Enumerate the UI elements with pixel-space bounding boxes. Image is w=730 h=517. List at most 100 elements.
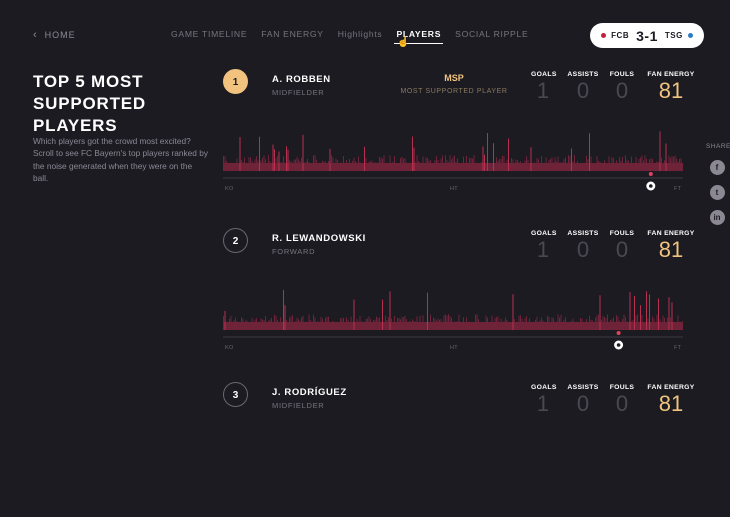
waveform-bar [599,161,601,171]
waveform-bar [460,164,461,171]
tab-players[interactable]: PLAYERS [394,29,443,44]
waveform-bar [631,156,632,171]
waveform-bar [562,325,563,330]
waveform-bar [446,315,448,330]
waveform-bar [652,316,653,330]
waveform-bar [565,317,566,330]
timeline-fulltime-label: FT [674,186,682,192]
waveform-bar [362,164,364,171]
waveform-bar [292,315,293,330]
waveform-bar [652,158,653,171]
waveform-bar [494,317,496,330]
waveform-bar [293,159,295,171]
score-pill[interactable]: FCB 3-1 TSG [590,23,704,48]
linkedin-icon[interactable]: in [709,210,725,225]
waveform-bar [563,158,565,171]
waveform-bar [289,317,290,330]
waveform-bar [472,158,473,171]
waveform-bar [320,316,322,330]
waveform-bar [554,157,556,171]
fouls-label: FOULS [609,384,635,391]
waveform-bar [475,166,476,171]
waveform-bar [632,165,634,171]
waveform-bar [646,158,647,171]
waveform-bar [649,159,650,171]
home-link[interactable]: ‹ HOME [33,29,76,41]
waveform-bar [317,163,319,171]
tab-fan-energy[interactable]: FAN ENERGY [261,29,324,39]
waveform-bar [598,161,599,171]
rank-badge: 1 [223,69,248,94]
waveform-bar [302,315,304,330]
waveform-bar [593,325,595,330]
fouls-label: FOULS [609,230,635,237]
waveform-bar [518,315,520,330]
waveform-bar [278,151,280,171]
waveform-bar [647,165,649,171]
waveform-bar [262,158,263,171]
waveform-bar [536,316,538,330]
waveform-bar [461,323,463,330]
waveform-bar [365,157,367,171]
waveform-bar [272,144,274,171]
waveform-bar [541,155,542,171]
waveform-bar [487,317,488,330]
waveform-bar [299,320,301,330]
waveform-bar [382,158,383,171]
waveform-bar [340,162,341,171]
fan-energy-label: FAN ENERGY [647,384,695,391]
waveform-bar [512,294,514,330]
waveform-bar [353,157,355,171]
waveform-bar [676,158,677,171]
waveform-bar [316,325,317,330]
waveform-bar [635,315,637,330]
waveform-bar [443,164,445,171]
tab-game-timeline[interactable]: GAME TIMELINE [171,29,248,39]
waveform-bar [682,166,683,171]
facebook-icon[interactable]: f [709,160,725,175]
waveform-bar [413,147,415,171]
waveform-bar [257,160,259,171]
waveform-bar [251,160,253,171]
waveform-bar [533,162,535,171]
waveform-bar [595,317,596,330]
fan-energy-value: 81 [658,78,684,103]
waveform-bar [440,158,442,171]
waveform-bar [623,164,625,171]
waveform-bar [502,323,503,330]
waveform-bar [674,322,676,330]
waveform-bar [430,314,431,330]
chevron-left-icon: ‹ [33,29,38,41]
waveform-bar [596,156,598,171]
waveform-bar [404,158,406,171]
waveform-bar [346,160,347,171]
waveform-bar [394,316,395,330]
waveform-bar [626,159,628,171]
waveform-bar [364,322,365,330]
waveform-bar [328,316,329,330]
waveform-bar [592,164,593,171]
twitter-icon[interactable]: t [709,185,725,200]
waveform-bar [295,159,296,171]
waveform-bar [241,317,242,330]
waveform-bar [470,157,472,171]
waveform-bar [236,158,238,171]
waveform-bar [407,166,409,171]
waveform-bar [275,315,277,330]
waveform-bar [427,158,428,171]
waveform-bar [233,164,235,171]
waveform-bar [398,318,400,330]
waveform-bar [469,321,470,330]
waveform-bar [458,314,460,330]
goal-marker [616,331,621,335]
waveform-bar [256,318,257,330]
soccer-ball-patch [649,184,653,188]
waveform-bar [224,310,226,330]
waveform-bar [440,318,442,330]
tab-social-ripple[interactable]: SOCIAL RIPPLE [455,29,529,39]
waveform-bar [517,160,518,171]
goals-value: 1 [536,391,550,416]
waveform-bar [289,160,290,171]
share-bar: SHARE f t in [706,143,730,235]
tab-highlights[interactable]: Highlights [337,29,383,39]
